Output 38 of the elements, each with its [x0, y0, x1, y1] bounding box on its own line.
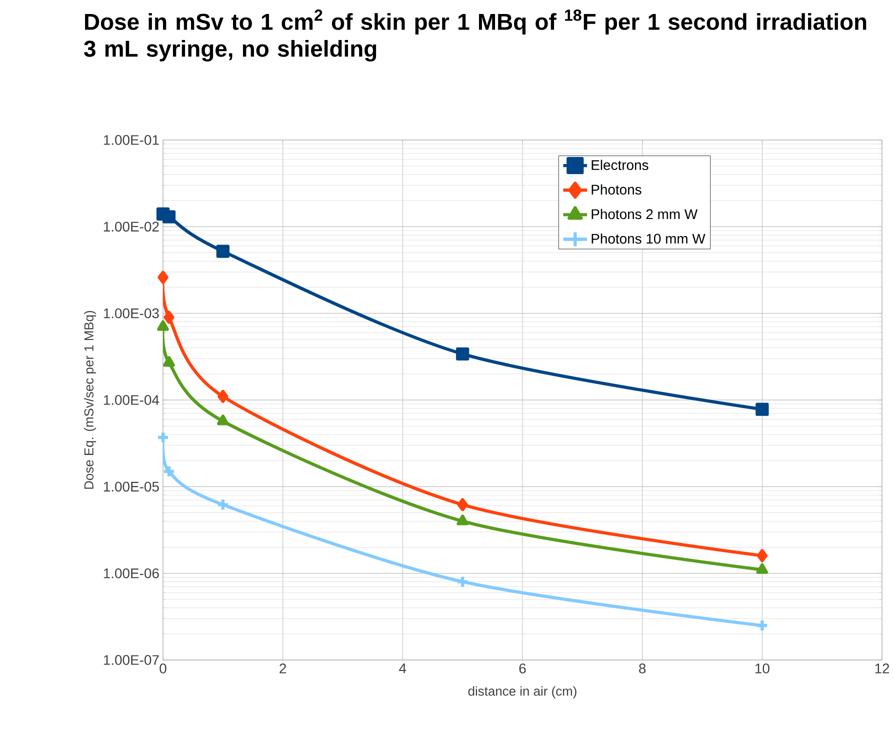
point	[164, 310, 174, 324]
point	[218, 390, 228, 403]
point	[756, 402, 769, 416]
point	[216, 498, 230, 512]
x-tick-label: 8	[639, 664, 646, 674]
point	[158, 270, 168, 284]
point	[756, 563, 768, 574]
chart-title: Dose in mSv to 1 cm$^{2}$ of skin per 1 MBq of $^{18}$F per 1 second irradiation 3 mL syringe, no shielding	[84, 10, 866, 62]
point	[162, 210, 176, 224]
x-axis-title: distance in air (cm)	[468, 686, 576, 698]
x-tick-label: 6	[519, 664, 526, 674]
x-tick-label: 2	[280, 664, 286, 674]
point	[456, 347, 470, 361]
y-tick-label: 1.00E-05	[104, 482, 159, 492]
legend-label: Photons 10 mm W	[592, 233, 706, 244]
x-tick-label: 10	[755, 664, 770, 674]
point	[217, 414, 229, 426]
x-tick-label: 4	[399, 664, 406, 674]
y-tick-label: 1.00E-07	[104, 655, 159, 665]
y-tick-label: 1.00E-02	[104, 222, 159, 232]
point	[456, 575, 470, 588]
legend-label: Photons	[592, 184, 642, 195]
point	[456, 514, 468, 526]
point	[163, 356, 175, 367]
x-tick-label: 0	[160, 664, 166, 674]
y-tick-label: 1.00E-03	[104, 308, 159, 318]
point	[216, 244, 230, 258]
x-tick-label: 12	[875, 664, 890, 674]
legend-label: Photons 2 mm W	[592, 208, 698, 220]
y-tick-label: 1.00E-04	[104, 395, 160, 405]
y-tick-label: 1.00E-06	[104, 568, 159, 578]
point	[162, 464, 176, 478]
point	[756, 549, 768, 562]
y-tick-label: 1.00E-01	[104, 135, 159, 145]
legend-label: Electrons	[592, 160, 648, 170]
point	[157, 320, 169, 331]
point	[457, 498, 468, 512]
y-axis-title: Dose Eq. (mSv/sec per 1 MBq)	[84, 310, 96, 489]
